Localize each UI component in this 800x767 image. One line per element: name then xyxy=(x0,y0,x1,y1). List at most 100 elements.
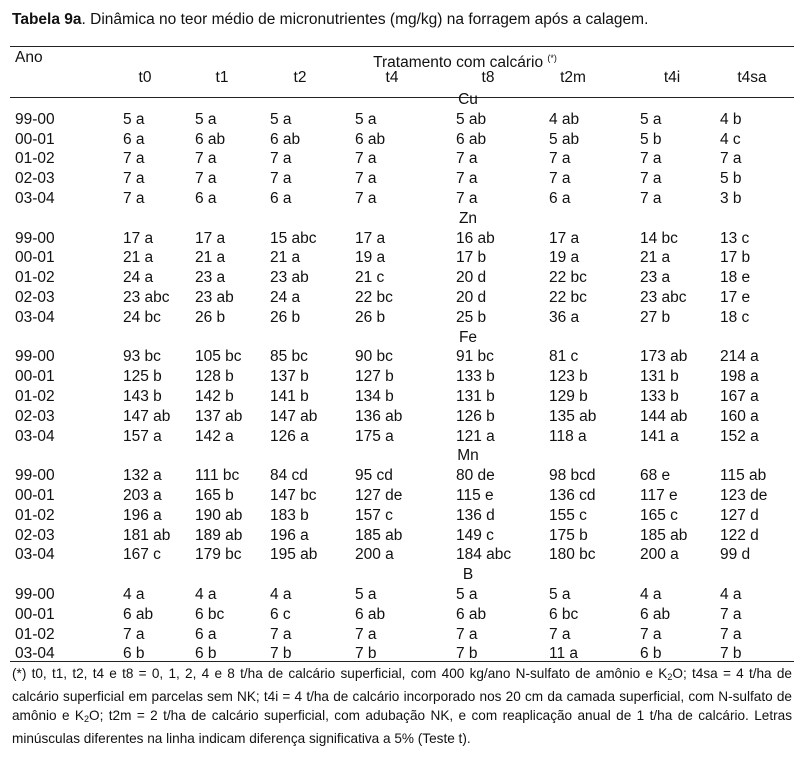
cell-t4i: 6 b xyxy=(640,645,662,663)
cell-t2: 6 c xyxy=(270,605,291,623)
table-row: 99-00 17 a 17 a 15 abc 17 a 16 ab 17 a 14 bc 13 … xyxy=(0,229,800,249)
cell-t2m: 5 a xyxy=(549,586,571,603)
cell-t8: 16 ab xyxy=(456,229,495,247)
cell-t2: 4 a xyxy=(270,586,292,603)
cell-t8: 80 de xyxy=(456,467,495,485)
header-tratamento: Tratamento com calcário (*) xyxy=(340,48,590,73)
caption-text: . Dinâmica no teor médio de micronutrien… xyxy=(81,11,649,28)
table-row: 02-03 181 ab 189 ab 196 a 185 ab 149 c 175 b 18… xyxy=(0,526,800,546)
cell-t4sa: 214 a xyxy=(720,348,759,366)
cell-t4: 95 cd xyxy=(355,467,393,485)
cell-t4i: 7 a xyxy=(640,170,662,188)
cell-t1: 26 b xyxy=(195,308,226,326)
cell-t8: 184 abc xyxy=(456,546,512,564)
cell-t4: 7 a xyxy=(355,625,377,643)
cell-t2: 7 b xyxy=(270,645,292,663)
cell-t1: 128 b xyxy=(195,368,234,386)
cell-t1: 7 a xyxy=(195,170,217,188)
cell-t1: 190 ab xyxy=(195,506,243,524)
cell-t0: 196 a xyxy=(123,506,162,524)
table-row: 99-00 93 bc 105 bc 85 bc 90 bc 91 bc 81 c 173 a… xyxy=(0,347,800,367)
table-row: 99-00 132 a 111 bc 84 cd 95 cd 80 de 98 bcd 68 … xyxy=(0,466,800,486)
cell-t0: 125 b xyxy=(123,368,162,386)
cell-t4i: 200 a xyxy=(640,546,679,564)
cell-t4i: 6 ab xyxy=(640,605,671,623)
cell-t2: 141 b xyxy=(270,388,309,405)
cell-t0: 7 a xyxy=(123,150,145,168)
section-label-fe: Fe xyxy=(458,328,478,346)
cell-t2: 7 a xyxy=(270,150,292,168)
cell-t2m: 6 bc xyxy=(549,605,579,623)
cell-t0: 4 a xyxy=(123,586,145,603)
cell-t4i: 131 b xyxy=(640,368,679,386)
cell-t8: 20 d xyxy=(456,289,487,306)
column-headers: t0 t1 t2 t4 t8 t2m t4i t4sa xyxy=(0,68,800,88)
row-year: 99-00 xyxy=(15,467,55,485)
cell-t1: 105 bc xyxy=(195,348,242,366)
cell-t1: 6 a xyxy=(195,625,217,643)
cell-t2: 7 a xyxy=(270,625,292,643)
cell-t4: 17 a xyxy=(355,229,386,247)
cell-t8: 131 b xyxy=(456,388,495,405)
row-year: 02-03 xyxy=(15,289,55,306)
cell-t2: 84 cd xyxy=(270,467,308,485)
cell-t8: 7 a xyxy=(456,170,478,188)
cell-t8: 17 b xyxy=(456,249,487,267)
row-year: 03-04 xyxy=(15,427,55,445)
cell-t1: 17 a xyxy=(195,229,226,247)
section-label-b: B xyxy=(462,566,474,584)
table-row: 01-02 7 a 6 a 7 a 7 a 7 a 7 a 7 a 7 a xyxy=(0,625,800,645)
cell-t2: 15 abc xyxy=(270,229,317,247)
cell-t2: 21 a xyxy=(270,249,301,267)
cell-t2: 183 b xyxy=(270,506,309,524)
cell-t1: 6 ab xyxy=(195,130,226,148)
cell-t1: 6 b xyxy=(195,645,217,663)
cell-t4sa: 123 de xyxy=(720,487,768,504)
table-row: 00-01 6 ab 6 bc 6 c 6 ab 6 ab 6 bc 6 ab 7 a xyxy=(0,605,800,625)
cell-t4sa: 18 e xyxy=(720,269,751,287)
cell-t4i: 141 a xyxy=(640,427,679,445)
row-year: 01-02 xyxy=(15,388,55,405)
table-row: 01-02 196 a 190 ab 183 b 157 c 136 d 155 c 165 … xyxy=(0,506,800,526)
section-label-mn: Mn xyxy=(457,447,479,465)
cell-t8: 6 ab xyxy=(456,130,487,148)
cell-t0: 6 b xyxy=(123,645,145,663)
cell-t1: 165 b xyxy=(195,487,234,504)
cell-t4sa: 152 a xyxy=(720,427,759,445)
cell-t4: 21 c xyxy=(355,269,385,287)
cell-t1: 5 a xyxy=(195,110,217,128)
cell-t2m: 81 c xyxy=(549,348,579,366)
cell-t8: 25 b xyxy=(456,308,487,326)
cell-t4: 19 a xyxy=(355,249,386,267)
cell-t1: 189 ab xyxy=(195,526,243,544)
table-row: 02-03 147 ab 137 ab 147 ab 136 ab 126 b 135 ab… xyxy=(0,407,800,427)
cell-t2m: 135 ab xyxy=(549,407,597,425)
cell-t2: 6 a xyxy=(270,190,292,207)
cell-t4i: 23 a xyxy=(640,269,671,287)
cell-t4: 6 ab xyxy=(355,130,386,148)
table-row: 01-02 143 b 142 b 141 b 134 b 131 b 129 b 133 b… xyxy=(0,387,800,407)
table-row: 03-04 167 c 179 bc 195 ab 200 a 184 abc 180 bc… xyxy=(0,545,800,565)
cell-t2: 6 ab xyxy=(270,130,301,148)
cell-t0: 93 bc xyxy=(123,348,161,366)
header-rule xyxy=(10,97,794,98)
row-year: 01-02 xyxy=(15,625,55,643)
cell-t8: 5 ab xyxy=(456,110,487,128)
row-year: 03-04 xyxy=(15,308,55,326)
cell-t2m: 4 ab xyxy=(549,110,580,128)
table-row: 03-04 6 b 6 b 7 b 7 b 7 b 11 a 6 b 7 b xyxy=(0,644,800,664)
row-year: 00-01 xyxy=(15,487,55,504)
cell-t4i: 21 a xyxy=(640,249,671,267)
cell-t1: 142 a xyxy=(195,427,234,445)
cell-t2: 85 bc xyxy=(270,348,308,366)
cell-t4sa: 127 d xyxy=(720,506,759,524)
row-year: 02-03 xyxy=(15,170,55,188)
cell-t4sa: 167 a xyxy=(720,388,759,405)
cell-t4i: 144 ab xyxy=(640,407,688,425)
cell-t4sa: 7 a xyxy=(720,605,742,623)
column-header-t4i: t4i xyxy=(663,69,681,86)
table-row: 03-04 24 bc 26 b 26 b 26 b 25 b 36 a 27 b 18 c xyxy=(0,308,800,328)
cell-t4: 185 ab xyxy=(355,526,403,544)
cell-t4: 7 a xyxy=(355,190,377,207)
table-row: 02-03 7 a 7 a 7 a 7 a 7 a 7 a 7 a 5 b xyxy=(0,169,800,189)
